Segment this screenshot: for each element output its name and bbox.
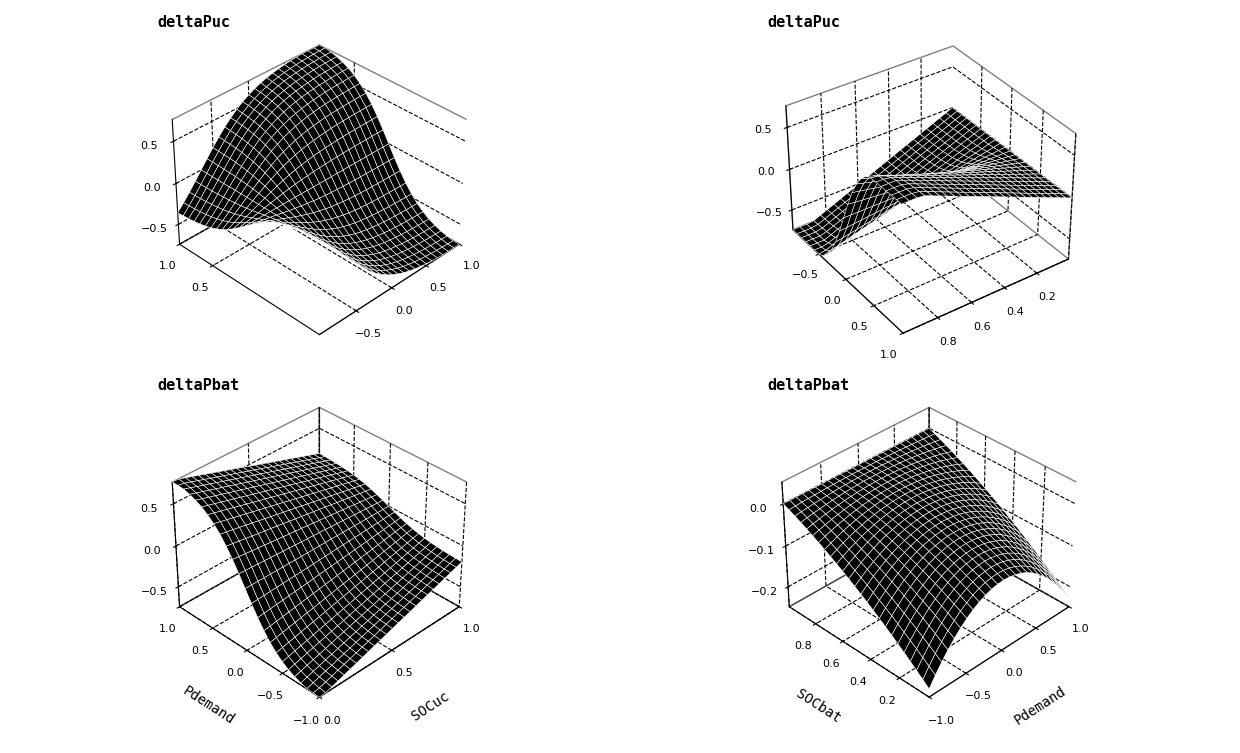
X-axis label: Pdemand: Pdemand: [1012, 684, 1069, 727]
Text: deltaPuc: deltaPuc: [157, 15, 231, 30]
Y-axis label: SOCbat: SOCbat: [794, 686, 843, 725]
Text: deltaPuc: deltaPuc: [768, 15, 841, 30]
Text: deltaPbat: deltaPbat: [157, 377, 239, 392]
Text: deltaPbat: deltaPbat: [768, 377, 849, 392]
Y-axis label: Pdemand: Pdemand: [180, 684, 237, 727]
X-axis label: SOCuc: SOCuc: [409, 688, 451, 723]
